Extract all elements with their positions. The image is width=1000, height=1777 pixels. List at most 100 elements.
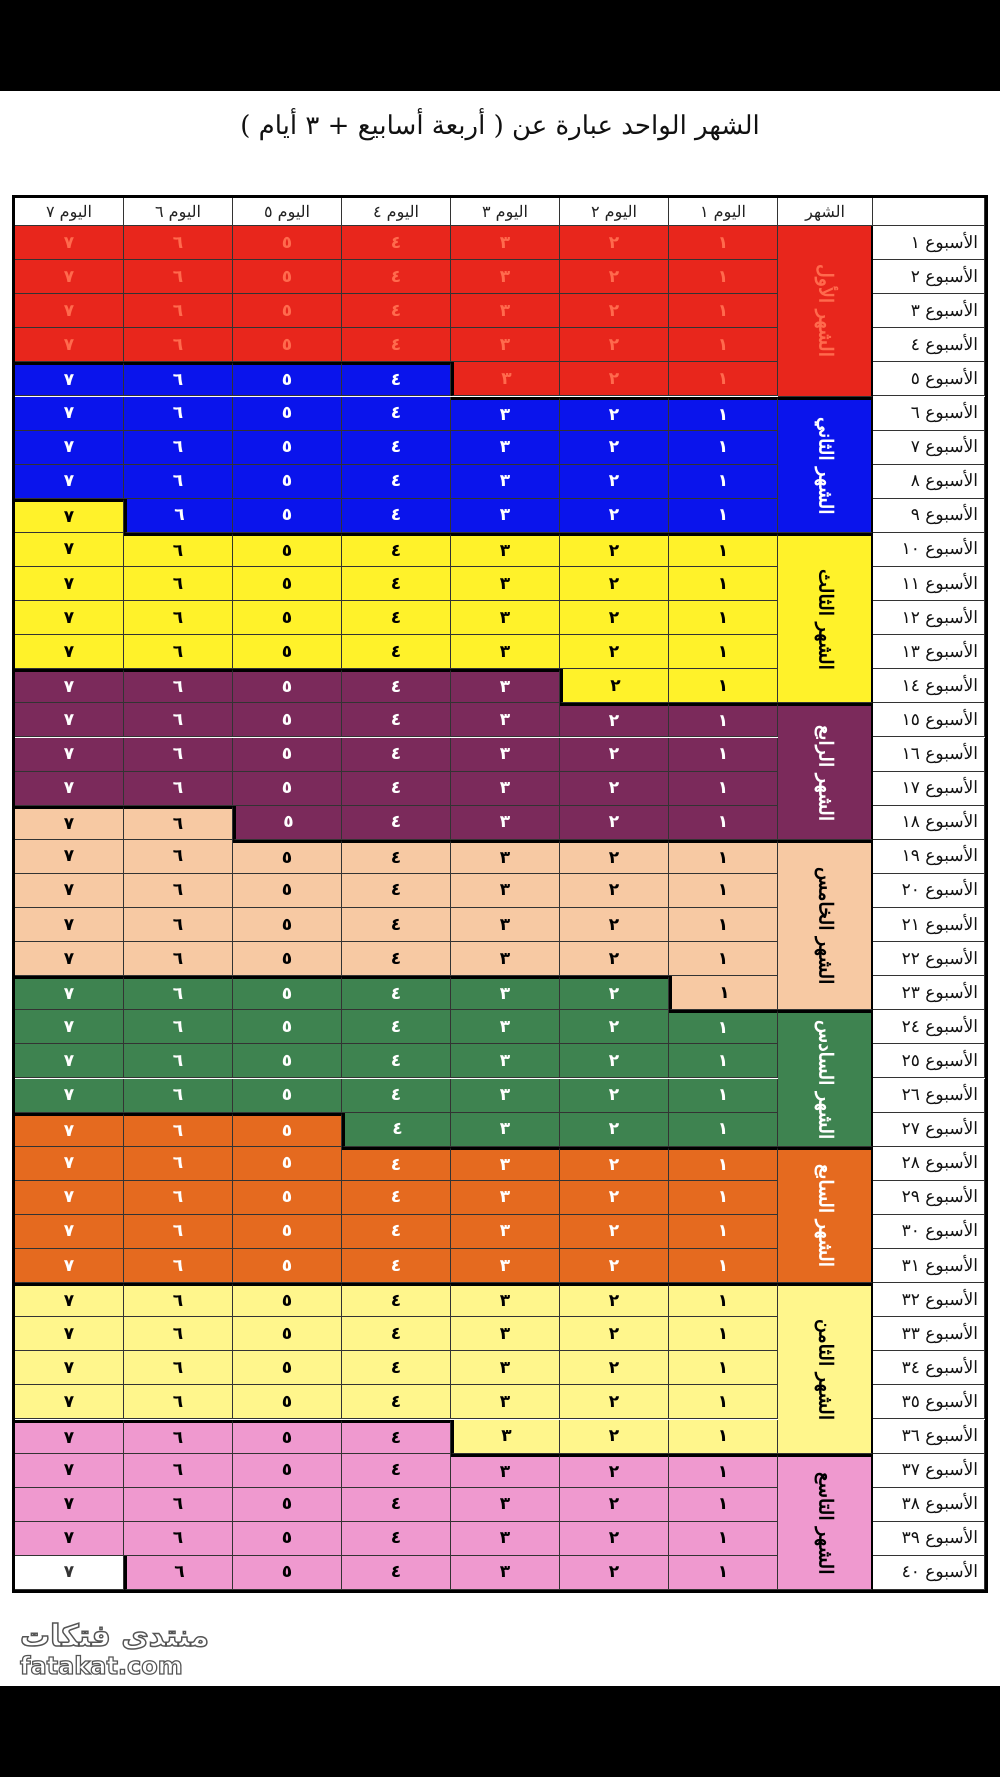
day-cell: ٢ xyxy=(560,601,669,636)
day-cell: ١ xyxy=(669,737,778,772)
day-cell: ٣ xyxy=(451,430,560,465)
day-cell: ٣ xyxy=(451,703,560,738)
day-cell: ٣ xyxy=(451,464,560,499)
month-label: الشهر الرابع xyxy=(778,703,873,840)
day-cell: ٥ xyxy=(233,703,342,738)
day-cell: ٦ xyxy=(124,1214,233,1249)
day-cell: ٦ xyxy=(124,498,233,533)
day-cell: ٧ xyxy=(15,498,124,533)
day-cell: ١ xyxy=(669,1078,778,1113)
header-day-4: اليوم ٤ xyxy=(342,198,451,226)
day-cell: ٥ xyxy=(233,294,342,329)
day-cell: ١ xyxy=(669,1249,778,1284)
day-cell: ٥ xyxy=(233,1112,342,1147)
day-cell: ٤ xyxy=(342,396,451,431)
day-cell: ٢ xyxy=(560,1214,669,1249)
day-cell: ١ xyxy=(669,669,778,704)
day-cell: ٣ xyxy=(451,1487,560,1522)
day-cell: ١ xyxy=(669,771,778,806)
day-cell: ١ xyxy=(669,226,778,261)
day-cell: ٥ xyxy=(233,1214,342,1249)
day-cell: ٧ xyxy=(15,532,124,567)
day-cell: ١ xyxy=(669,1146,778,1181)
month-label: الشهر الخامس xyxy=(778,839,873,1011)
day-cell: ٦ xyxy=(124,226,233,261)
day-cell: ٦ xyxy=(124,1453,233,1488)
week-label: الأسبوع ١١ xyxy=(873,567,985,602)
day-cell: ٦ xyxy=(124,532,233,567)
week-label: الأسبوع ٥ xyxy=(873,362,985,397)
day-cell: ٤ xyxy=(342,873,451,908)
day-cell: ٢ xyxy=(560,1351,669,1386)
day-cell: ٧ xyxy=(15,805,124,840)
day-cell: ١ xyxy=(669,430,778,465)
day-cell: ٧ xyxy=(15,1078,124,1113)
day-cell: ٢ xyxy=(560,771,669,806)
day-cell: ٣ xyxy=(451,294,560,329)
day-cell: ٦ xyxy=(124,635,233,670)
day-cell: ٦ xyxy=(124,1010,233,1045)
week-label: الأسبوع ٢٥ xyxy=(873,1044,985,1079)
day-cell: ٥ xyxy=(233,873,342,908)
week-label: الأسبوع ٣٧ xyxy=(873,1453,985,1488)
week-label: الأسبوع ٢٨ xyxy=(873,1146,985,1181)
day-cell: ٥ xyxy=(233,839,342,874)
day-cell: ٤ xyxy=(342,1180,451,1215)
week-label: الأسبوع ٤٠ xyxy=(873,1555,985,1590)
week-label: الأسبوع ١٩ xyxy=(873,839,985,874)
day-cell: ٥ xyxy=(233,498,342,533)
day-cell: ٣ xyxy=(451,1146,560,1181)
day-cell: ٧ xyxy=(15,1010,124,1045)
day-cell: ٤ xyxy=(342,464,451,499)
day-cell: ١ xyxy=(669,839,778,874)
day-cell: ٧ xyxy=(15,1112,124,1147)
day-cell: ٤ xyxy=(342,1521,451,1556)
day-cell: ٥ xyxy=(233,1453,342,1488)
day-cell: ١ xyxy=(669,873,778,908)
day-cell: ٢ xyxy=(560,1385,669,1420)
week-label: الأسبوع ٢٦ xyxy=(873,1078,985,1113)
day-cell: ٣ xyxy=(451,1283,560,1318)
day-cell: ١ xyxy=(669,1419,778,1454)
day-cell: ٥ xyxy=(233,1385,342,1420)
header-day-3: اليوم ٣ xyxy=(451,198,560,226)
day-cell: ٤ xyxy=(342,1487,451,1522)
day-cell: ٧ xyxy=(15,430,124,465)
week-label: الأسبوع ٣٠ xyxy=(873,1214,985,1249)
day-cell: ١ xyxy=(669,260,778,295)
week-label: الأسبوع ١٣ xyxy=(873,635,985,670)
week-label: الأسبوع ١٤ xyxy=(873,669,985,704)
day-cell: ٧ xyxy=(15,464,124,499)
day-cell: ٤ xyxy=(342,1010,451,1045)
week-label: الأسبوع ٣٣ xyxy=(873,1317,985,1352)
day-cell: ٦ xyxy=(124,1351,233,1386)
day-cell: ٤ xyxy=(342,1419,451,1454)
day-cell: ١ xyxy=(669,1214,778,1249)
day-cell: ٣ xyxy=(451,771,560,806)
week-label: الأسبوع ٩ xyxy=(873,498,985,533)
day-cell: ٤ xyxy=(342,328,451,363)
day-cell: ٤ xyxy=(342,703,451,738)
day-cell: ٧ xyxy=(15,1249,124,1284)
day-cell: ٦ xyxy=(124,1112,233,1147)
day-cell: ٧ xyxy=(15,635,124,670)
day-cell: ٤ xyxy=(342,1112,451,1147)
day-cell: ٢ xyxy=(560,294,669,329)
day-cell: ٣ xyxy=(451,976,560,1011)
day-cell: ٣ xyxy=(451,362,560,397)
day-cell: ١ xyxy=(669,532,778,567)
day-cell: ٢ xyxy=(560,1010,669,1045)
pregnancy-weeks-table: الشهر اليوم ١ اليوم ٢ اليوم ٣ اليوم ٤ اليوم ٥… xyxy=(12,195,988,1593)
day-cell: ٥ xyxy=(233,1044,342,1079)
day-cell: ١ xyxy=(669,1385,778,1420)
day-cell: ٥ xyxy=(233,771,342,806)
day-cell: ٢ xyxy=(560,1487,669,1522)
day-cell: ٢ xyxy=(560,703,669,738)
day-cell: ٤ xyxy=(342,1555,451,1590)
day-cell: ٦ xyxy=(124,396,233,431)
month-label: الشهر التاسع xyxy=(778,1453,873,1590)
day-cell: ٤ xyxy=(342,1385,451,1420)
week-label: الأسبوع ٣٨ xyxy=(873,1487,985,1522)
day-cell: ٧ xyxy=(15,1419,124,1454)
day-cell: ٣ xyxy=(451,396,560,431)
